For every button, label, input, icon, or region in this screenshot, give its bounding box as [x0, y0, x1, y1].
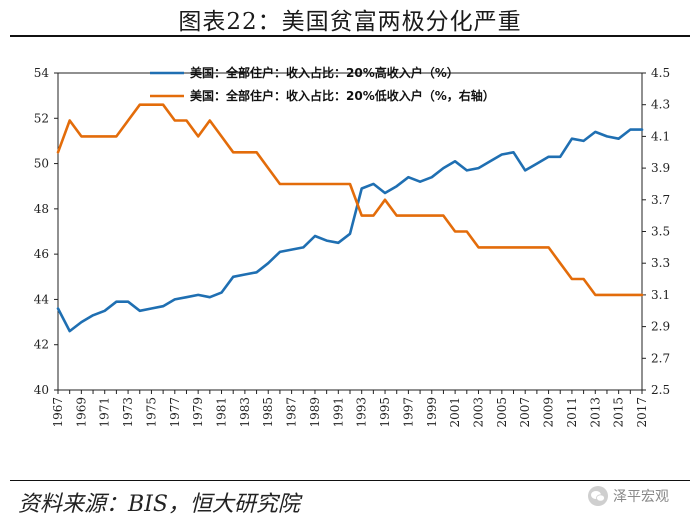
y-right-tick-label: 3.3: [651, 256, 670, 270]
y-right-tick-label: 4.1: [651, 129, 670, 143]
y-left-tick-label: 42: [34, 338, 49, 352]
series-line-top20-share: [56, 128, 644, 333]
y-right-tick-label: 3.5: [651, 225, 670, 239]
y-left-tick-label: 40: [34, 383, 49, 397]
x-tick-label: 1977: [168, 397, 182, 428]
x-tick-label: 1987: [285, 397, 299, 428]
dual-axis-line-chart: 40 42 44 46 48 50 52 54 2.5 2.7 2.9 3.1 3.3 3.5 3.7 3.9…: [34, 65, 670, 428]
legend-label: 美国：全部住户：收入占比：20%高收入户（%）: [190, 65, 459, 80]
x-tick-label: 1973: [121, 397, 135, 428]
watermark: 泽平宏观: [587, 485, 669, 507]
y-left-tick-label: 46: [34, 247, 49, 261]
legend: 美国：全部住户：收入占比：20%高收入户（%） 美国：全部住户：收入占比：20%低…: [150, 65, 495, 103]
y-right-tick-label: 3.9: [651, 161, 670, 175]
x-tick-label: 1983: [238, 397, 252, 428]
x-tick-label: 1981: [215, 397, 229, 428]
watermark-text: 泽平宏观: [613, 489, 669, 505]
x-tick-label: 2005: [495, 397, 509, 428]
x-tick-label: 1999: [425, 397, 439, 428]
y-left-tick-label: 52: [34, 111, 49, 125]
x-tick-label: 1997: [401, 397, 415, 428]
chart-title: 图表22：美国贫富两极分化严重: [178, 9, 522, 35]
x-tick-label: 2009: [542, 397, 556, 428]
x-tick-label: 1985: [261, 397, 275, 428]
x-tick-label: 1989: [308, 397, 322, 428]
source-note: 资料来源：BIS，恒大研究院: [18, 492, 300, 517]
x-tick-label: 1967: [51, 397, 65, 428]
y-right-tick-label: 2.9: [651, 320, 670, 334]
x-tick-label: 1993: [355, 397, 369, 428]
x-tick-label: 1979: [191, 397, 205, 428]
y-left-tick-label: 54: [34, 66, 50, 80]
series-line-bottom20-share: [56, 103, 644, 297]
axes: 40 42 44 46 48 50 52 54 2.5 2.7 2.9 3.1 3.3 3.5 3.7 3.9…: [34, 66, 670, 428]
y-right-tick-label: 4.5: [651, 66, 670, 80]
title-divider: [10, 35, 690, 37]
x-tick-label: 1991: [331, 397, 345, 428]
y-left-tick-label: 48: [34, 202, 49, 216]
y-right-tick-label: 4.3: [651, 98, 670, 112]
x-tick-label: 2001: [448, 397, 462, 428]
y-left-tick-label: 50: [34, 157, 49, 171]
x-tick-label: 2011: [565, 397, 579, 428]
y-right-tick-label: 2.5: [651, 383, 670, 397]
x-tick-label: 2007: [518, 397, 532, 428]
x-tick-label: 2015: [612, 397, 626, 428]
y-right-tick-label: 3.1: [651, 288, 670, 302]
x-tick-label: 2017: [635, 397, 649, 428]
x-tick-label: 2013: [588, 397, 602, 428]
x-tick-label: 1975: [144, 397, 158, 428]
x-tick-label: 1969: [74, 397, 88, 428]
x-tick-label: 1995: [378, 397, 392, 428]
y-left-tick-label: 44: [34, 292, 50, 306]
y-right-tick-label: 3.7: [651, 193, 670, 207]
series-layer: [56, 103, 644, 333]
legend-label: 美国：全部住户：收入占比：20%低收入户（%，右轴）: [190, 88, 495, 103]
wechat-icon: [588, 486, 608, 506]
footer-divider: [10, 480, 690, 481]
y-right-tick-label: 2.7: [651, 351, 670, 365]
x-tick-label: 2003: [471, 397, 485, 428]
x-tick-label: 1971: [98, 397, 112, 428]
